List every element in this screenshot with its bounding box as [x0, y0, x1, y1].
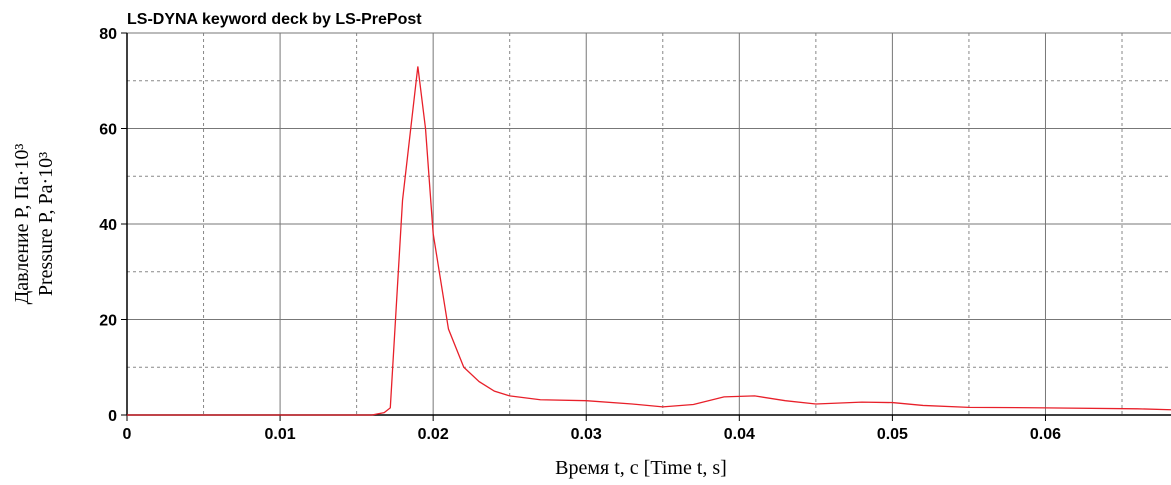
x-tick-label: 0.03: [571, 426, 602, 443]
y-axis-label: Давление P, Па·10³: [11, 144, 33, 305]
x-tick-label: 0.02: [418, 426, 449, 443]
x-axis-label: Время t, с [Time t, s]: [555, 457, 727, 479]
y-tick-label: 60: [99, 122, 117, 139]
x-tick-label: 0.06: [1030, 426, 1061, 443]
chart-title: LS-DYNA keyword deck by LS-PrePost: [127, 11, 422, 28]
y-tick-label: 40: [99, 217, 117, 234]
x-tick-label: 0.01: [265, 426, 296, 443]
x-tick-label: 0.05: [877, 426, 908, 443]
y-tick-label: 0: [108, 408, 117, 425]
y-tick-label: 20: [99, 313, 117, 330]
x-tick-label: 0.04: [724, 426, 755, 443]
x-tick-label: 0: [123, 426, 132, 443]
y-tick-label: 80: [99, 26, 117, 43]
y-axis-label: Pressure P, Pa·10³: [35, 152, 57, 296]
data-line: [127, 66, 1171, 416]
